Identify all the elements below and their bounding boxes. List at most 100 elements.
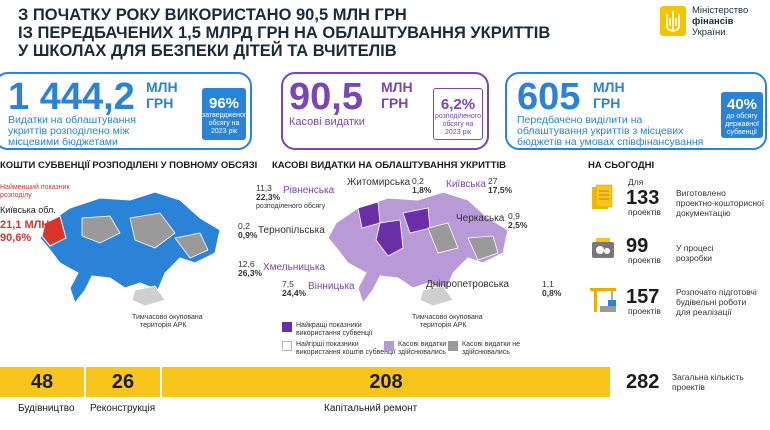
card3-pct: 40% — [726, 96, 758, 113]
card3-pct-box: 40% до обсягу державної субвенції — [721, 92, 763, 138]
stat1-sub: проектів — [628, 207, 661, 217]
card1-pct-sub1: затвердженого — [202, 112, 251, 119]
total-label-1: Загальна кількість — [672, 372, 744, 382]
stat2-num: 99 — [626, 235, 649, 257]
ternopil-v1: 0,2 — [238, 221, 250, 231]
rivne-name: Рівненська — [283, 185, 335, 196]
map1-lowest-label-2: розподілу — [0, 192, 32, 199]
bar-construction-num: 48 — [30, 371, 54, 393]
coat-of-arms-icon — [660, 6, 686, 36]
legend-worst-2: використання коштів субвенції — [296, 349, 396, 356]
ministry-line-1: Міністерство — [692, 5, 749, 16]
legend-swatch-best — [282, 322, 292, 332]
stat2-sub: проектів — [628, 255, 661, 265]
legend-best-1: Найкращі показники — [296, 322, 362, 329]
card3-pct-sub1: до обсягу — [726, 113, 758, 120]
card2-pct-box: 6,2% розподіленого обсягу на 2023 рік — [433, 88, 483, 140]
card3-text-2: облаштування укриттів з місцевих — [517, 125, 684, 137]
card-distributed: 1 444,2 МЛН ГРН Видатки на облаштування … — [0, 72, 252, 150]
card3-unit1: МЛН — [593, 79, 625, 95]
page-title: З ПОЧАТКУ РОКУ ВИКОРИСТАНО 90,5 МЛН ГРН … — [18, 6, 550, 60]
stat2-desc-1: У процесі — [676, 243, 714, 253]
total-num: 282 — [626, 371, 660, 393]
legend-not-done-2: здійснювались — [462, 349, 510, 356]
card-cash-expenditure: 90,5 МЛН ГРН Касові видатки 6,2% розподі… — [281, 72, 489, 150]
card1-pct-sub3: 2023 рік — [210, 128, 238, 135]
dnipro-v2: 0,8% — [542, 288, 562, 298]
legend-swatch-worst — [282, 341, 292, 351]
legend-done-2: здійснювались — [398, 349, 446, 356]
khmelnytskyi-v2: 26,3% — [238, 268, 263, 278]
stat1-desc-2: проектно-кошторисної — [676, 198, 765, 208]
title-line-3: У ШКОЛАХ ДЛЯ БЕЗПЕКИ ДІТЕЙ ТА ВЧИТЕЛІВ — [18, 42, 397, 60]
bar-construction: 48 — [0, 367, 84, 397]
card3-text-1: Передбачено виділити на — [517, 114, 643, 126]
legend-swatch-not-done — [448, 341, 458, 351]
stat2-desc-2: розробки — [676, 253, 713, 263]
ministry-line-2: фінансів — [692, 16, 734, 27]
card3-value: 605 — [517, 76, 581, 118]
map1-occupied-2: територія АРК — [140, 322, 187, 329]
bar-capital-repair-num: 208 — [369, 371, 403, 393]
bar-capital-repair-label: Капітальний ремонт — [324, 403, 418, 414]
card2-unit1: МЛН — [381, 79, 413, 95]
rivne-v1: 11,3 — [256, 183, 272, 193]
card2-pct: 6,2% — [440, 96, 476, 113]
cherkasy-v2: 2,5% — [508, 220, 528, 230]
card2-unit2: ГРН — [381, 95, 409, 111]
legend-done-1: Касові видатки — [398, 341, 447, 348]
stat1-num: 133 — [626, 187, 660, 209]
card1-value: 1 444,2 — [8, 76, 135, 118]
card1-pct-sub2: обсягу на — [208, 120, 240, 127]
zhytomyr-v2: 1,8% — [412, 185, 432, 195]
bar-reconstruction-num: 26 — [111, 371, 135, 393]
card1-pct: 96% — [208, 95, 240, 112]
zhytomyr-name: Житомирська — [347, 177, 411, 188]
card1-text-3: місцевими бюджетами — [8, 136, 118, 148]
khmelnytskyi-v1: 12,6 — [238, 259, 255, 269]
legend-best-2: використання субвенції — [296, 330, 373, 337]
map2-occupied-1: Тимчасово окупована — [412, 314, 483, 321]
card2-pct-sub2: обсягу на — [442, 121, 474, 128]
rivne-v2: 22,3% — [256, 192, 281, 202]
kyiv-v1: 27 — [488, 176, 498, 186]
card3-text-3: бюджетів на умовах співфінансування — [517, 136, 704, 148]
today-heading: НА СЬОГОДНІ — [588, 160, 655, 171]
documents-icon — [590, 183, 616, 213]
stat1-desc-3: документацію — [676, 208, 731, 218]
card1-pct-box: 96% затвердженого обсягу на 2023 рік — [202, 88, 251, 140]
map1-pct: 90,6% — [0, 232, 32, 244]
ministry-line-3: України — [692, 27, 726, 38]
gear-laptop-icon — [590, 236, 616, 262]
card1-text-2: укриттів розподілено між — [8, 125, 130, 137]
card3-unit2: ГРН — [593, 95, 621, 111]
legend-worst-1: Найгірші показники — [296, 341, 359, 348]
map1-occupied-1: Тимчасово окупована — [132, 314, 203, 321]
card2-value: 90,5 — [289, 76, 363, 118]
crane-icon — [588, 284, 618, 314]
stat3-desc-2: будівельні роботи — [676, 297, 747, 307]
map-ukraine-cash-expenditure — [327, 191, 509, 307]
zhytomyr-v1: 0,2 — [412, 176, 424, 186]
ternopil-v2: 0,9% — [238, 230, 258, 240]
card-cofinancing: 605 МЛН ГРН Передбачено виділити на обла… — [505, 72, 767, 150]
legend-swatch-done — [384, 341, 394, 351]
card2-pct-sub3: 2023 рік — [444, 129, 472, 136]
card2-text-1: Касові видатки — [289, 116, 365, 128]
dnipro-v1: 1,1 — [542, 279, 554, 289]
stat3-num: 157 — [626, 286, 660, 308]
vinnytsia-v2: 24,4% — [282, 288, 307, 298]
bar-reconstruction: 26 — [86, 367, 160, 397]
map2-heading: КАСОВІ ВИДАТКИ НА ОБЛАШТУВАННЯ УКРИТТІВ — [272, 160, 507, 171]
khmelnytskyi-name: Хмельницька — [263, 262, 326, 273]
stat1-pre: Для — [628, 177, 644, 187]
stat3-sub: проектів — [628, 306, 661, 316]
card3-pct-sub3: субвенції — [727, 129, 757, 136]
card1-unit2: ГРН — [146, 95, 174, 111]
card1-unit1: МЛН — [146, 79, 178, 95]
vinnytsia-v1: 7,5 — [282, 279, 294, 289]
stat3-desc-3: для реалізації — [676, 307, 732, 317]
dnipro-name: Дніпропетровська — [426, 279, 509, 290]
bar-construction-label: Будівництво — [18, 403, 75, 414]
total-label-2: проектів — [672, 382, 705, 392]
